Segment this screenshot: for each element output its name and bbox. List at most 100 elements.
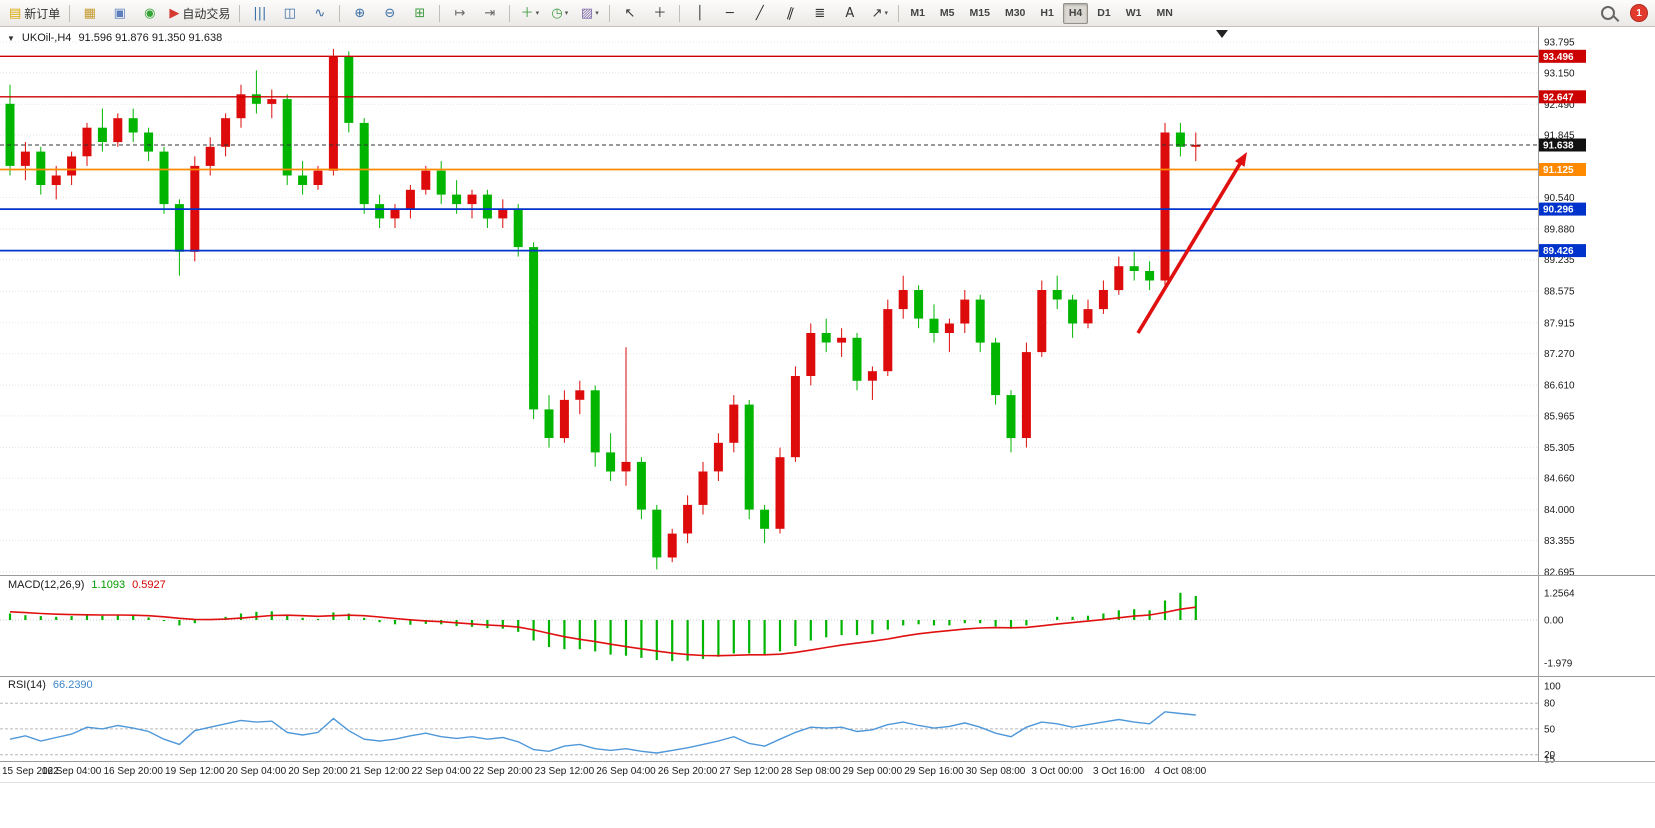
crosshair-button[interactable]: ＋: [645, 2, 674, 25]
timeframe-m5[interactable]: M5: [939, 7, 955, 19]
price-tick-label: 88.575: [1544, 287, 1575, 298]
candlestick: [837, 328, 847, 357]
ohlc-values: 91.596 91.876 91.350 91.638: [78, 32, 223, 44]
candlestick: [1160, 122, 1170, 286]
timeframe-h4[interactable]: H4: [1062, 2, 1089, 24]
date-tick-label: 29 Sep 16:00: [904, 766, 964, 777]
notification-badge[interactable]: 1: [1630, 4, 1648, 22]
autotrading-icon: ▶: [169, 5, 180, 21]
tester-window-icon[interactable]: ▣: [105, 2, 134, 25]
price-tick-label: 82.695: [1544, 568, 1575, 579]
search-icon: [1600, 6, 1615, 20]
tile-windows-button[interactable]: ⊞: [405, 2, 434, 25]
price-badge-label: 91.638: [1543, 141, 1574, 152]
templates-icon: ▨: [580, 5, 594, 21]
candlestick: [1191, 132, 1201, 162]
templates-button[interactable]: ▨ ▾: [575, 2, 604, 25]
symbol-dropdown-icon[interactable]: ▼: [7, 33, 15, 43]
line-chart-icon: ∿: [314, 5, 326, 21]
auto-scroll-button[interactable]: ↦: [445, 2, 474, 25]
price-chart-plot-area[interactable]: [0, 27, 1538, 575]
trendline-button[interactable]: ╱: [745, 2, 774, 25]
zoom-in-button[interactable]: ⊕: [345, 2, 374, 25]
date-tick-label: 4 Oct 08:00: [1155, 766, 1207, 777]
macd-tick-label: -1.979: [1544, 658, 1573, 669]
toolbar: ▤ 新订单 ▦ ▣ ◉ ▶ 自动交易 ||| ◫ ∿ ⊕ ⊖ ⊞ ↦ ⇥ ＋ ▾ ◷ ▾ ▨ ▾ ↖ ＋ │ ─ ╱ ∥ ≣ A ↗ ▾ M…: [0, 0, 1655, 27]
macd-plot-area[interactable]: [0, 576, 1538, 676]
rsi-header: RSI(14) 66.2390: [8, 679, 93, 691]
timeframe-m1[interactable]: M1: [910, 7, 925, 19]
periods-button[interactable]: ◷ ▾: [545, 2, 574, 25]
candlestick: [1021, 342, 1031, 448]
toolbar-separator: [509, 4, 511, 22]
chart-shift-button[interactable]: ⇥: [475, 2, 504, 25]
date-tick-label: 27 Sep 12:00: [719, 766, 779, 777]
macd-main-value: 1.1093: [91, 579, 126, 591]
price-badge-label: 90.296: [1543, 205, 1574, 216]
timeframe-w1[interactable]: W1: [1125, 7, 1142, 19]
cursor-button[interactable]: ↖: [615, 2, 644, 25]
candlestick: [82, 122, 92, 166]
candlestick: [467, 189, 477, 219]
new-chart-button[interactable]: ＋ ▾: [515, 2, 544, 25]
chart-shift-icon: ⇥: [484, 5, 496, 21]
vertical-line-icon: │: [695, 5, 704, 21]
toolbar-separator: [679, 4, 681, 22]
candlestick: [760, 504, 770, 544]
candlestick: [1083, 299, 1093, 329]
cursor-icon: ↖: [624, 5, 636, 21]
price-tick-label: 85.965: [1544, 411, 1575, 422]
timeframe-m30[interactable]: M30: [1004, 7, 1026, 19]
candlestick: [67, 151, 77, 185]
candlestick: [5, 84, 15, 176]
candlestick: [621, 347, 631, 486]
new-order-button[interactable]: ▤ 新订单: [5, 2, 64, 25]
text-button[interactable]: A: [835, 2, 864, 25]
price-tick-label: 90.540: [1544, 193, 1575, 204]
fibonacci-icon: ≣: [814, 5, 826, 21]
autotrading-button[interactable]: ▶ 自动交易: [165, 2, 234, 25]
price-badge: [1539, 202, 1586, 216]
candlestick: [128, 108, 138, 142]
candlestick: [806, 323, 816, 386]
candlestick: [944, 318, 954, 353]
price-tick-label: 87.915: [1544, 318, 1575, 329]
rsi-plot-area[interactable]: [0, 677, 1538, 761]
date-tick-label: 3 Oct 16:00: [1093, 766, 1145, 777]
price-tick-label: 89.880: [1544, 224, 1575, 235]
macd-header: MACD(12,26,9) 1.1093 0.5927: [8, 579, 166, 591]
macd-label: MACD(12,26,9): [8, 579, 85, 591]
community-icon[interactable]: ◉: [135, 2, 164, 25]
auto-scroll-icon: ↦: [454, 5, 466, 21]
zoom-out-button[interactable]: ⊖: [375, 2, 404, 25]
toolbar-separator: [609, 4, 611, 22]
trend-arrow-annotation[interactable]: [1136, 158, 1244, 334]
bar-chart-button[interactable]: |||: [245, 2, 274, 25]
horizontal-line-button[interactable]: ─: [715, 2, 744, 25]
timeframe-h1[interactable]: H1: [1040, 7, 1054, 19]
toolbar-separator: [898, 4, 900, 22]
timeframe-mn[interactable]: MN: [1156, 7, 1173, 19]
date-tick-label: 21 Sep 12:00: [350, 766, 410, 777]
channel-button[interactable]: ∥: [775, 2, 804, 25]
search-button[interactable]: [1593, 2, 1622, 25]
fibonacci-button[interactable]: ≣: [805, 2, 834, 25]
line-chart-button[interactable]: ∿: [305, 2, 334, 25]
timeframe-m15[interactable]: M15: [969, 7, 990, 19]
rsi-tick-label: 20: [1544, 750, 1556, 761]
candlestick: [344, 51, 354, 133]
candlestick: [20, 142, 30, 181]
rsi-line: [9, 711, 1196, 754]
price-badge: [1539, 244, 1586, 258]
timeframe-d1[interactable]: D1: [1097, 7, 1111, 19]
chart-shift-marker[interactable]: [1216, 30, 1228, 38]
charts-window-icon[interactable]: ▦: [75, 2, 104, 25]
price-tick-label: 87.270: [1544, 349, 1575, 360]
candlestick: [975, 294, 985, 353]
candlestick: [667, 528, 677, 563]
candlestick-chart-button[interactable]: ◫: [275, 2, 304, 25]
vertical-line-button[interactable]: │: [685, 2, 714, 25]
arrows-button[interactable]: ↗ ▾: [865, 2, 894, 25]
periods-icon: ◷: [551, 5, 563, 21]
